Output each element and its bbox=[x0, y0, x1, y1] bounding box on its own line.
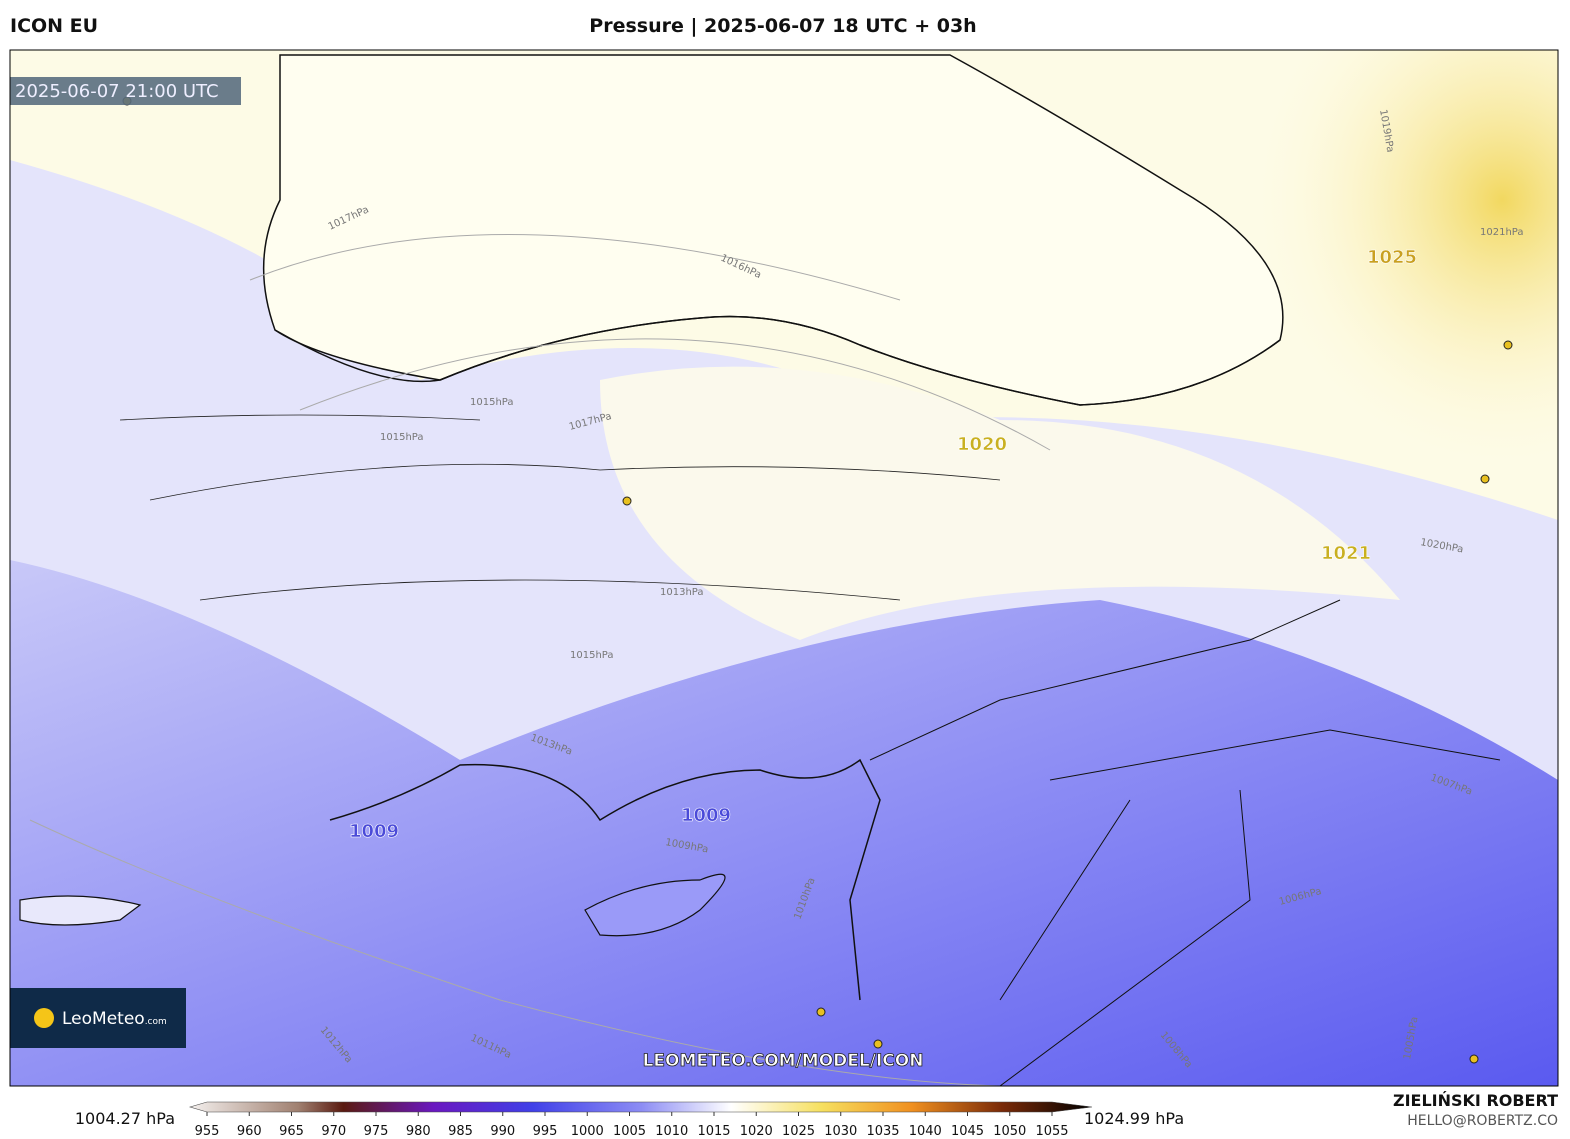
logo-sun bbox=[34, 1008, 54, 1028]
author: ZIELIŃSKI ROBERT bbox=[1393, 1091, 1558, 1110]
colorbar-ticks: 955 960 965 970 975 980 985 990 995 1000 1005 1010 1… bbox=[195, 1112, 1069, 1139]
isobars bbox=[29, 234, 1051, 1086]
coastline-north bbox=[274, 315, 1281, 406]
isobar-label: 1025 bbox=[1367, 247, 1417, 268]
city-marker bbox=[1469, 1054, 1479, 1064]
watermark: LEOMETEO.COM/MODEL/ICON bbox=[643, 1051, 924, 1071]
contour-label: 1015hPa bbox=[570, 650, 614, 661]
colorbar-tick-label: 1035 bbox=[866, 1124, 899, 1139]
colorbar-tick-label: 975 bbox=[364, 1124, 389, 1139]
colorbar-tick-label: 1040 bbox=[909, 1124, 942, 1139]
contour-label: 1015hPa bbox=[380, 432, 424, 443]
contour-label: 1013hPa bbox=[660, 587, 704, 598]
model-name: ICON EU bbox=[10, 15, 98, 37]
colorbar-tick-label: 990 bbox=[490, 1124, 515, 1139]
crete bbox=[19, 895, 142, 926]
city-marker bbox=[622, 496, 632, 506]
colorbar-tick-label: 1030 bbox=[824, 1124, 857, 1139]
city-marker bbox=[1503, 340, 1513, 350]
colorbar bbox=[188, 1101, 1093, 1113]
colorbar-tick-label: 1055 bbox=[1035, 1124, 1068, 1139]
colorbar-tick-label: 1005 bbox=[613, 1124, 646, 1139]
colorbar-tick-label: 1020 bbox=[740, 1124, 773, 1139]
colorbar-tick-label: 1025 bbox=[782, 1124, 815, 1139]
colorbar-tick-label: 1015 bbox=[697, 1124, 730, 1139]
isobar-label: 1021 bbox=[1321, 543, 1371, 564]
colorbar-tick-label: 985 bbox=[448, 1124, 473, 1139]
colorbar-tick-label: 995 bbox=[533, 1124, 558, 1139]
colorbar-min: 1004.27 hPa bbox=[75, 1109, 175, 1128]
city-marker bbox=[873, 1039, 883, 1049]
isobar-label: 1009 bbox=[681, 805, 731, 826]
isobar-label: 1020 bbox=[957, 434, 1007, 455]
contour-label: 1021hPa bbox=[1480, 227, 1524, 238]
city-marker bbox=[1480, 474, 1490, 484]
colorbar-max: 1024.99 hPa bbox=[1084, 1109, 1184, 1128]
email: HELLO@ROBERTZ.CO bbox=[1407, 1113, 1558, 1129]
logo-text: LeoMeteo.com bbox=[62, 1009, 167, 1029]
colorbar-tick-label: 1045 bbox=[951, 1124, 984, 1139]
map-title: Pressure | 2025-06-07 18 UTC + 03h bbox=[589, 15, 976, 37]
colorbar-tick-label: 1010 bbox=[655, 1124, 688, 1139]
coastline-south bbox=[329, 758, 881, 1001]
low-pressure-south bbox=[10, 560, 1558, 1086]
colorbar-tick-label: 970 bbox=[321, 1124, 346, 1139]
timestamp: 2025-06-07 21:00 UTC bbox=[15, 81, 219, 102]
cyprus bbox=[584, 873, 726, 937]
colorbar-tick-label: 1000 bbox=[571, 1124, 604, 1139]
colorbar-tick-label: 980 bbox=[406, 1124, 431, 1139]
timestamp-box bbox=[10, 77, 241, 105]
map-frame bbox=[9, 49, 1559, 1087]
borders bbox=[869, 599, 1501, 1086]
contour-label: 1015hPa bbox=[470, 397, 514, 408]
colorbar-tick-label: 955 bbox=[195, 1124, 220, 1139]
isobar-label: 1009 bbox=[349, 821, 399, 842]
city-marker bbox=[816, 1007, 826, 1017]
colorbar-tick-label: 960 bbox=[237, 1124, 262, 1139]
colorbar-tick-label: 965 bbox=[279, 1124, 304, 1139]
colorbar-tick-label: 1050 bbox=[993, 1124, 1026, 1139]
isobar-labels: 1025 1020 1021 1009 1009 bbox=[349, 247, 1418, 843]
province-lines bbox=[119, 414, 1001, 601]
